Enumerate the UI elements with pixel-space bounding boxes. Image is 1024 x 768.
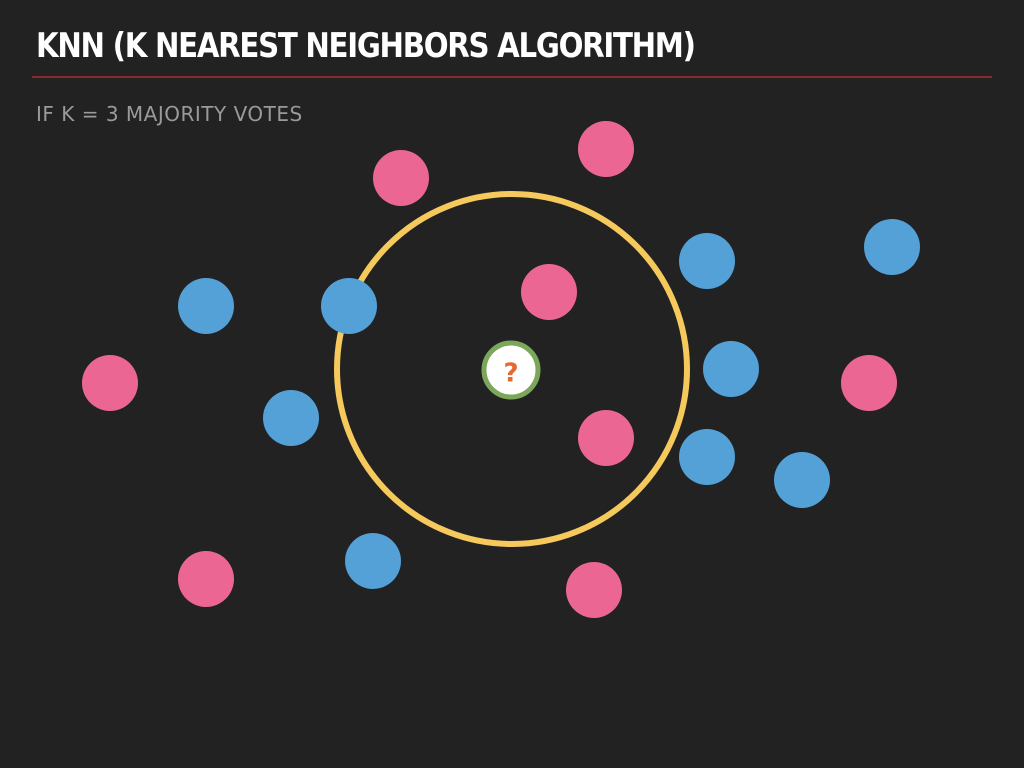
- pink-data-point: [521, 264, 577, 320]
- blue-data-point: [321, 278, 377, 334]
- blue-data-point: [774, 452, 830, 508]
- blue-data-point: [679, 233, 735, 289]
- pink-data-point: [578, 121, 634, 177]
- title-divider: [32, 76, 992, 78]
- pink-data-point: [373, 150, 429, 206]
- pink-data-point: [178, 551, 234, 607]
- blue-data-point: [864, 219, 920, 275]
- data-points: [82, 121, 920, 618]
- blue-data-point: [345, 533, 401, 589]
- blue-data-point: [679, 429, 735, 485]
- query-point-label: ?: [503, 359, 518, 389]
- pink-data-point: [841, 355, 897, 411]
- blue-data-point: [178, 278, 234, 334]
- slide-title: KNN (K NEAREST NEIGHBORS ALGORITHM): [36, 26, 696, 66]
- blue-data-point: [263, 390, 319, 446]
- pink-data-point: [82, 355, 138, 411]
- query-point-circle: [481, 340, 541, 400]
- slide-subtitle: IF K = 3 MAJORITY VOTES: [36, 102, 303, 126]
- pink-data-point: [578, 410, 634, 466]
- blue-data-point: [703, 341, 759, 397]
- query-point: ?: [481, 340, 541, 400]
- pink-data-point: [566, 562, 622, 618]
- neighborhood-circle: [334, 191, 690, 547]
